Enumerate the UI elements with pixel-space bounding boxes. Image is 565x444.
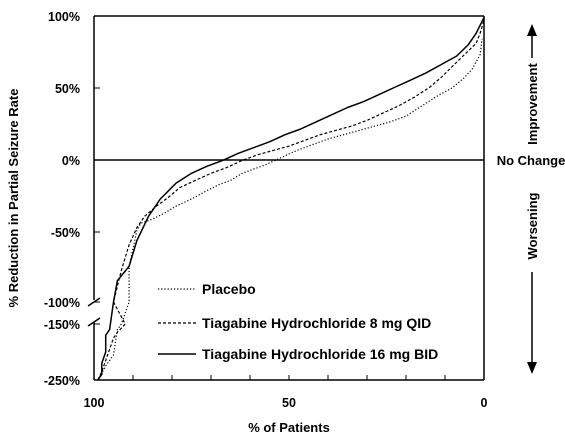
- down-arrow-icon: [527, 362, 537, 374]
- y-tick-label: -100%: [44, 296, 80, 310]
- series-line-1: [97, 20, 485, 381]
- right-annotations: Improvement No Change Worsening: [497, 24, 565, 374]
- improvement-label: Improvement: [525, 63, 540, 145]
- x-ticks: 100 50 0: [84, 375, 488, 410]
- up-arrow-icon: [527, 24, 537, 36]
- x-axis-title: % of Patients: [248, 420, 330, 435]
- y-ticks-lower: -150% -250%: [44, 318, 100, 388]
- y-axis-title: % Reduction in Partial Seizure Rate: [6, 89, 21, 308]
- legend-label-8mg: Tiagabine Hydrochloride 8 mg QID: [202, 315, 431, 331]
- x-tick-label: 100: [84, 396, 105, 410]
- worsening-label: Worsening: [525, 192, 540, 259]
- series-line-0: [97, 38, 483, 381]
- series-line-2: [97, 17, 485, 381]
- legend-label-placebo: Placebo: [202, 281, 256, 297]
- x-tick-label: 50: [282, 396, 296, 410]
- y-tick-label: 0%: [62, 154, 80, 168]
- legend: Placebo Tiagabine Hydrochloride 8 mg QID…: [158, 281, 438, 362]
- y-tick-label: 100%: [48, 10, 80, 24]
- series-layer: [97, 17, 485, 381]
- y-tick-label: 50%: [55, 82, 80, 96]
- y-tick-label: -150%: [44, 318, 80, 332]
- y-tick-label: -250%: [44, 374, 80, 388]
- axis-break-mark-bottom: [87, 317, 101, 327]
- y-ticks-upper: 100% 50% 0% -50% -100%: [44, 10, 100, 310]
- x-tick-label: 0: [481, 396, 488, 410]
- no-change-label: No Change: [497, 153, 565, 168]
- legend-label-16mg: Tiagabine Hydrochloride 16 mg BID: [202, 346, 438, 362]
- y-tick-label: -50%: [51, 226, 80, 240]
